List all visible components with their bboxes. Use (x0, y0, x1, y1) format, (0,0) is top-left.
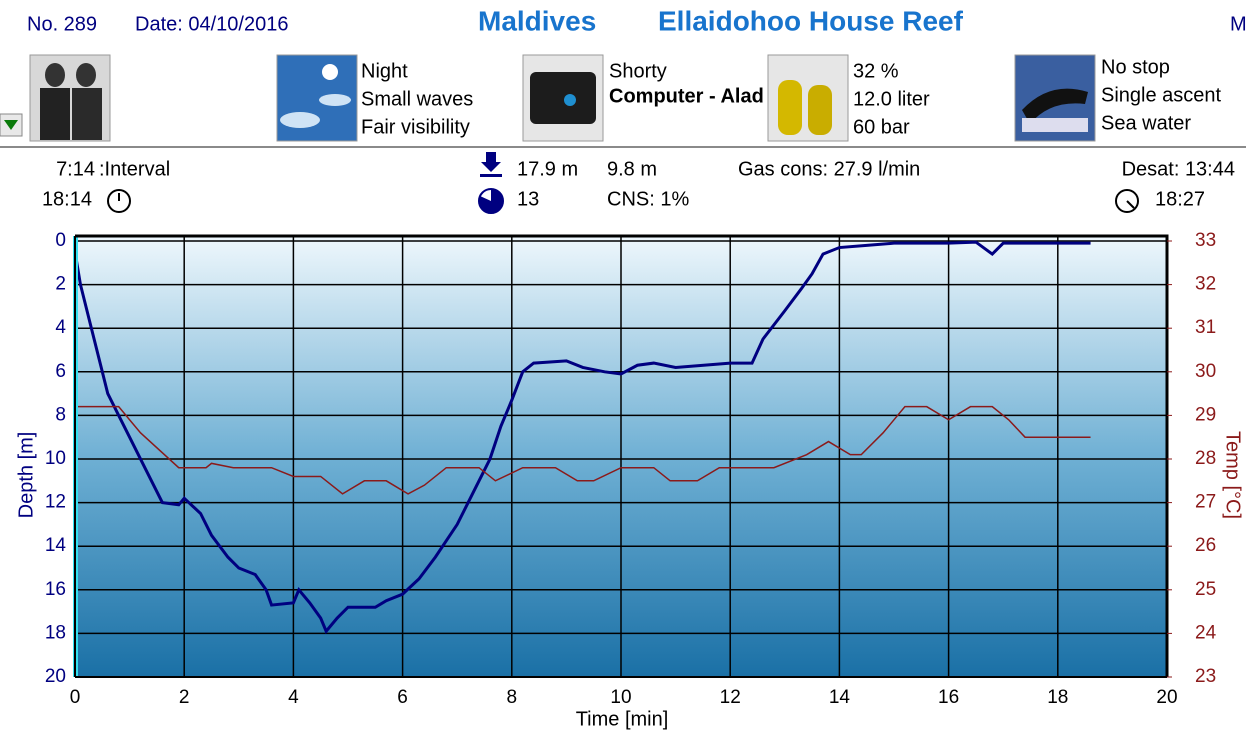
y2-tick-label: 33 (1195, 230, 1216, 251)
y-tick-label: 0 (55, 230, 66, 251)
clock-icon (1115, 189, 1139, 213)
interval-label: :Interval (99, 158, 170, 180)
duration-icon (478, 188, 504, 214)
depth-line (73, 240, 1091, 635)
y2-tick-label: 28 (1195, 448, 1216, 469)
y-tick-label: 18 (45, 622, 66, 643)
max-depth: 17.9 m (517, 158, 578, 180)
avg-depth: 9.8 m (607, 158, 657, 180)
x-tick-label: 18 (1047, 687, 1068, 708)
buddy-icon (29, 54, 111, 142)
depth-icon (480, 152, 502, 177)
dropdown-arrow[interactable] (4, 120, 18, 130)
x-axis-title: Time [min] (576, 708, 669, 730)
y-tick-label: 10 (45, 448, 66, 469)
suit: Shorty (609, 60, 667, 82)
plot (73, 236, 1168, 678)
y-tick-label: 6 (55, 361, 66, 382)
gas-consumption: Gas cons: 27.9 l/min (738, 158, 920, 180)
temperature-line (75, 405, 1091, 495)
y2-axis-title: Temp [°C] (1222, 431, 1244, 519)
y2-tick-label: 26 (1195, 535, 1216, 556)
y2-tick-label: 24 (1195, 622, 1217, 643)
x-tick-label: 8 (507, 687, 518, 708)
y2-tick-label: 29 (1195, 404, 1216, 425)
dive-date: Date: 04/10/2016 (135, 13, 288, 35)
y-tick-label: 16 (45, 579, 66, 600)
y-tick-label: 4 (55, 317, 66, 338)
y2-tick-label: 27 (1195, 492, 1216, 513)
x-tick-label: 4 (288, 687, 299, 708)
entry-time: 18:14 (42, 188, 92, 210)
profile-info: Single ascent (1101, 84, 1222, 106)
plot-border (75, 234, 1169, 677)
y-tick-label: 12 (45, 492, 66, 513)
profile-icon (1014, 54, 1096, 142)
x-tick-label: 2 (179, 687, 190, 708)
condition: Fair visibility (361, 116, 470, 138)
gas-info: 12.0 liter (853, 88, 930, 110)
y2-tick-label: 31 (1195, 317, 1216, 338)
y2-tick-label: 30 (1195, 361, 1216, 382)
profile-info: Sea water (1101, 112, 1191, 134)
desat: Desat: 13:44 (1122, 158, 1235, 180)
x-tick-label: 0 (70, 687, 81, 708)
y2-tick-label: 32 (1195, 274, 1216, 295)
computer: Computer - Aladin Prim (609, 85, 832, 107)
x-tick-label: 20 (1156, 687, 1177, 708)
cut-text: M (1230, 13, 1246, 35)
x-tick-label: 12 (720, 687, 741, 708)
y2-tick-label: 23 (1195, 666, 1216, 687)
weather-icon (276, 54, 358, 142)
x-tick-label: 16 (938, 687, 959, 708)
condition: Small waves (361, 88, 473, 110)
y-tick-label: 20 (45, 666, 66, 687)
y2-tick-label: 25 (1195, 579, 1216, 600)
exit-time: 18:27 (1155, 188, 1205, 210)
x-tick-label: 6 (397, 687, 408, 708)
y-tick-label: 2 (55, 274, 66, 295)
condition: Night (361, 60, 408, 82)
suit-icon (522, 54, 604, 142)
clock-icon (107, 189, 131, 213)
profile-info: No stop (1101, 56, 1170, 78)
y-tick-label: 14 (45, 535, 67, 556)
y-tick-label: 8 (55, 404, 66, 425)
interval: 7:14 (56, 158, 95, 180)
site: Ellaidohoo House Reef (658, 5, 964, 36)
location: Maldives (478, 5, 596, 36)
duration: 13 (517, 188, 539, 210)
dive-number: No. 289 (27, 13, 97, 35)
x-tick-label: 14 (829, 687, 851, 708)
tank-icon (767, 54, 849, 142)
x-tick-label: 10 (610, 687, 631, 708)
cns: CNS: 1% (607, 188, 689, 210)
gas-info: 32 % (853, 60, 899, 82)
y-axis-title: Depth [m] (15, 432, 37, 519)
gas-info: 60 bar (853, 116, 910, 138)
